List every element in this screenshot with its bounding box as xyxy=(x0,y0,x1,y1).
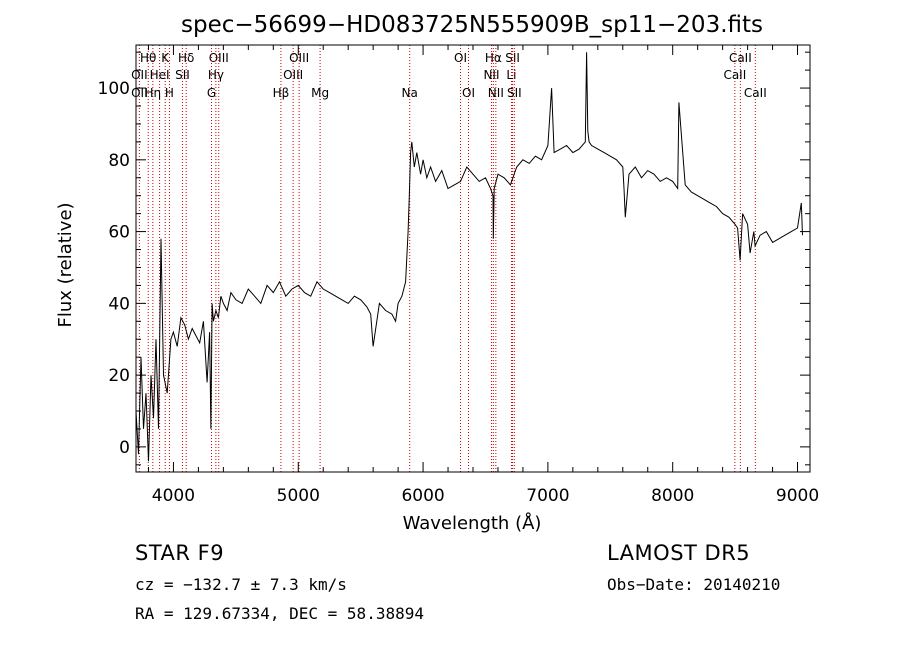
spectral-line-label: NII xyxy=(483,68,499,82)
spectral-line-label: CaII xyxy=(729,51,752,65)
spectral-line-label: OII xyxy=(131,86,148,100)
spectral-line-label: Hθ xyxy=(140,51,156,65)
spectral-line-label: K xyxy=(161,51,170,65)
spectral-line-label: CaII xyxy=(723,68,746,82)
y-tick-label: 100 xyxy=(98,79,130,99)
chart-title: spec−56699−HD083725N555909B_sp11−203.fit… xyxy=(181,12,763,38)
spectral-line-label: OII xyxy=(131,68,148,82)
y-axis-label: Flux (relative) xyxy=(55,202,76,327)
y-tick-label: 20 xyxy=(108,366,130,386)
plot-frame xyxy=(135,44,811,473)
x-axis-label: Wavelength (Å) xyxy=(403,512,542,534)
spectral-line-label: Li xyxy=(506,68,516,82)
spectral-line-label: Hγ xyxy=(208,68,224,82)
spectral-line-label: Na xyxy=(402,86,418,100)
spectrum-series-line xyxy=(135,52,803,462)
y-tick-label: 0 xyxy=(119,438,130,458)
y-tick-label: 40 xyxy=(108,294,130,314)
redshift-label: cz = −132.7 ± 7.3 km/s xyxy=(135,575,347,594)
spectral-line-label: OIII xyxy=(283,68,303,82)
spectral-line-label: OIII xyxy=(289,51,309,65)
spectral-line-label: Hδ xyxy=(178,51,194,65)
x-tick-label: 5000 xyxy=(277,486,320,506)
obs-date-label: Obs−Date: 20140210 xyxy=(607,575,781,594)
x-tick-label: 6000 xyxy=(401,486,444,506)
x-tick-label: 4000 xyxy=(152,486,195,506)
x-tick-label: 9000 xyxy=(776,486,819,506)
spectral-line-label: Hη xyxy=(145,86,162,100)
axes-layer: 4000 5000 6000 7000 8000 9000 0 20 40 60 80 100 xyxy=(98,45,819,506)
spectral-line-label: Hβ xyxy=(273,86,290,100)
spectral-line-label: NII xyxy=(488,86,504,100)
y-tick-label: 60 xyxy=(108,223,130,243)
spectral-line-label: G xyxy=(207,86,216,100)
spectral-line-label: H xyxy=(165,86,174,100)
x-tick-label: 7000 xyxy=(526,486,569,506)
classification-label: STAR F9 xyxy=(135,541,225,565)
spectral-line-label: OIII xyxy=(209,51,229,65)
survey-label: LAMOST DR5 xyxy=(607,541,751,565)
x-tick-label: 8000 xyxy=(651,486,694,506)
coordinates-label: RA = 129.67334, DEC = 58.38894 xyxy=(135,604,424,623)
spectral-line-label: HeI xyxy=(150,68,170,82)
spectral-line-label: CaII xyxy=(744,86,767,100)
spectral-line-label: OI xyxy=(454,51,467,65)
spectral-line-label: SII xyxy=(175,68,190,82)
spectral-line-label: SII xyxy=(507,86,522,100)
spectral-line-label: SII xyxy=(505,51,520,65)
spectral-line-label: Mg xyxy=(311,86,329,100)
spectral-line-label: Hα xyxy=(485,51,502,65)
y-tick-label: 80 xyxy=(108,151,130,171)
spectral-line-label: OI xyxy=(462,86,475,100)
